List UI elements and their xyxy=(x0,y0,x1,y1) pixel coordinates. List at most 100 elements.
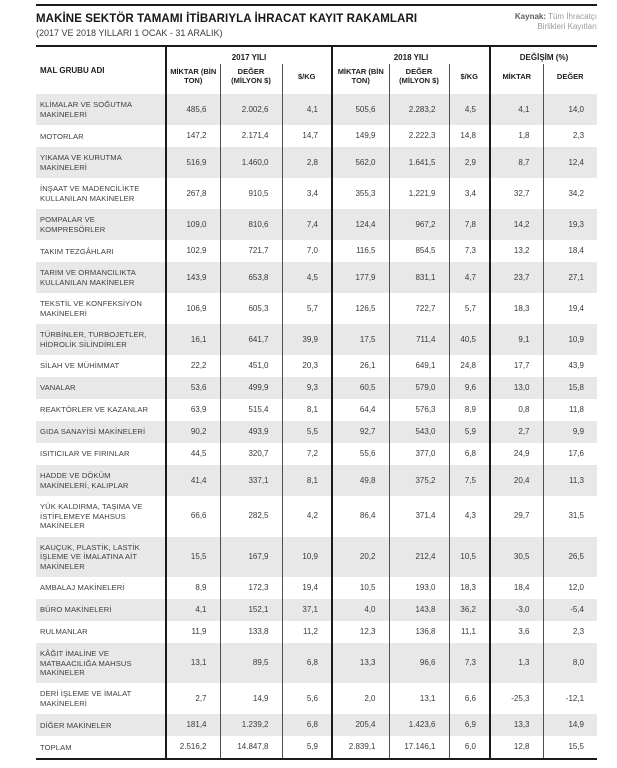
value-cell-2018-miktar: 116,5 xyxy=(331,240,389,263)
value-cell-2018-deger: 1.221,9 xyxy=(388,178,449,210)
column-header-2018-deger: DEĞER (MİLYON $) xyxy=(388,64,449,95)
value-cell-2018-miktar: 64,4 xyxy=(331,399,389,422)
value-cell-degisim-deger: 11,8 xyxy=(542,399,598,422)
row-label-cell: MOTORLAR xyxy=(40,131,84,141)
table-body: KLİMALAR VE SOĞUTMA MAKİNELERİ 485,6 2.0… xyxy=(36,94,598,760)
row-label-cell: HADDE VE DÖKÜM MAKİNELERİ, KALIPLAR xyxy=(40,471,129,490)
value-cell-2017-miktar: 15,5 xyxy=(165,536,220,578)
table-row: TAKIM TEZGÂHLARI 102,9 721,7 7,0 116,5 8… xyxy=(36,240,598,263)
value-cell-2018-miktar: 149,9 xyxy=(331,125,389,148)
table-row: HADDE VE DÖKÜM MAKİNELERİ, KALIPLAR 41,4… xyxy=(36,465,598,497)
value-cell-2017-dolar-kg: 6,8 xyxy=(281,714,332,737)
row-label-cell: TEKSTİL VE KONFEKSİYON MAKİNELERİ xyxy=(40,299,142,318)
value-cell-2018-miktar: 2.839,1 xyxy=(331,736,389,760)
table-row: RULMANLAR 11,9 133,8 11,2 12,3 136,8 11,… xyxy=(36,621,598,644)
value-cell-2017-deger: 810,6 xyxy=(219,209,282,241)
value-cell-2018-dolar-kg: 4,5 xyxy=(448,94,490,126)
table-row: REAKTÖRLER VE KAZANLAR 63,9 515,4 8,1 64… xyxy=(36,399,598,422)
value-cell-degisim-miktar: 23,7 xyxy=(489,262,543,294)
value-cell-degisim-miktar: 30,5 xyxy=(489,536,543,578)
table-head: MAL GRUBU ADI 2017 YILI 2018 YILI DEĞİŞİ… xyxy=(36,46,598,95)
value-cell-2017-deger: 133,8 xyxy=(219,621,282,644)
value-cell-2018-dolar-kg: 5,9 xyxy=(448,421,490,444)
value-cell-2018-miktar: 60,5 xyxy=(331,377,389,400)
value-cell-2018-dolar-kg: 24,8 xyxy=(448,355,490,378)
value-cell-2017-deger: 1.239,2 xyxy=(219,714,282,737)
value-cell-2017-deger: 2.171,4 xyxy=(219,125,282,148)
value-cell-degisim-deger: 19,4 xyxy=(542,293,598,325)
value-cell-2018-deger: 722,7 xyxy=(388,293,449,325)
value-cell-2018-miktar: 20,2 xyxy=(331,536,389,578)
value-cell-2017-dolar-kg: 5,7 xyxy=(281,293,332,325)
value-cell-degisim-deger: 14,0 xyxy=(542,94,598,126)
column-header-2018-dolar-kg: $/KG xyxy=(448,64,490,95)
value-cell-2017-miktar: 2,7 xyxy=(165,683,220,715)
value-cell-2018-miktar: 177,9 xyxy=(331,262,389,294)
value-cell-2017-deger: 499,9 xyxy=(219,377,282,400)
group-header-row: MAL GRUBU ADI 2017 YILI 2018 YILI DEĞİŞİ… xyxy=(36,46,598,95)
value-cell-2017-miktar: 267,8 xyxy=(165,178,220,210)
value-cell-degisim-miktar: 29,7 xyxy=(489,496,543,537)
value-cell-degisim-deger: -5,4 xyxy=(542,599,598,622)
value-cell-2017-miktar: 11,9 xyxy=(165,621,220,644)
value-cell-2018-deger: 711,4 xyxy=(388,324,449,356)
value-cell-degisim-miktar: 1,3 xyxy=(489,643,543,684)
value-cell-degisim-deger: 27,1 xyxy=(542,262,598,294)
value-cell-2018-deger: 543,0 xyxy=(388,421,449,444)
value-cell-degisim-miktar: 13,3 xyxy=(489,714,543,737)
value-cell-2018-deger: 96,6 xyxy=(388,643,449,684)
value-cell-2017-deger: 282,5 xyxy=(219,496,282,537)
value-cell-2017-deger: 89,5 xyxy=(219,643,282,684)
value-cell-2017-miktar: 8,9 xyxy=(165,577,220,600)
value-cell-2017-deger: 721,7 xyxy=(219,240,282,263)
value-cell-degisim-deger: 18,4 xyxy=(542,240,598,263)
row-label-cell: TARIM VE ORMANCILIKTA KULLANILAN MAKİNEL… xyxy=(40,268,136,287)
source-note: Kaynak: Tüm İhracatçı Birlikleri Kayıtla… xyxy=(485,12,597,33)
column-group-degisim: DEĞİŞİM (%) xyxy=(488,46,598,65)
row-label-cell: REAKTÖRLER VE KAZANLAR xyxy=(40,405,149,415)
value-cell-2017-miktar: 16,1 xyxy=(165,324,220,356)
row-label-cell: ISITICILAR VE FIRINLAR xyxy=(40,449,130,459)
row-label-cell: SİLAH VE MÜHİMMAT xyxy=(40,361,120,371)
row-label-cell: DİĞER MAKİNELER xyxy=(40,720,112,730)
value-cell-2017-deger: 14.847,8 xyxy=(219,736,282,760)
value-cell-2017-dolar-kg: 4,5 xyxy=(281,262,332,294)
value-cell-2017-dolar-kg: 20,3 xyxy=(281,355,332,378)
value-cell-degisim-deger: 19,3 xyxy=(542,209,598,241)
table-row: KÂĞIT İMALİNE VE MATBAACILIĞA MAHSUS MAK… xyxy=(36,643,598,684)
table-row: TÜRBİNLER, TURBOJETLER, HİDROLİK SİLİNDİ… xyxy=(36,324,598,356)
source-label: Kaynak: xyxy=(514,12,547,21)
value-cell-2017-deger: 172,3 xyxy=(219,577,282,600)
column-group-2018: 2018 YILI xyxy=(331,46,490,65)
column-header-2017-dolar-kg: $/KG xyxy=(281,64,332,95)
value-cell-2018-deger: 579,0 xyxy=(388,377,449,400)
value-cell-2018-dolar-kg: 10,5 xyxy=(448,536,490,578)
value-cell-2018-dolar-kg: 7,3 xyxy=(448,643,490,684)
value-cell-2017-miktar: 63,9 xyxy=(165,399,220,422)
column-header-2018-miktar: MİKTAR (BİN TON) xyxy=(331,64,389,95)
value-cell-degisim-deger: 15,5 xyxy=(542,736,598,760)
value-cell-2017-deger: 337,1 xyxy=(219,465,282,497)
column-header-2017-deger: DEĞER (MİLYON $) xyxy=(219,64,282,95)
column-header-mal-grubu-adi: MAL GRUBU ADI xyxy=(36,46,166,95)
title-block: MAKİNE SEKTÖR TAMAMI İTİBARIYLA İHRACAT … xyxy=(36,12,417,38)
column-group-2017: 2017 YILI xyxy=(165,46,332,65)
table-row: DERİ İŞLEME VE İMALAT MAKİNELERİ 2,7 14,… xyxy=(36,683,598,715)
value-cell-degisim-deger: 11,3 xyxy=(542,465,598,497)
value-cell-degisim-miktar: 0,8 xyxy=(489,399,543,422)
value-cell-2018-deger: 143,8 xyxy=(388,599,449,622)
value-cell-2017-miktar: 2.516,2 xyxy=(165,736,220,760)
value-cell-degisim-deger: 8,0 xyxy=(542,643,598,684)
value-cell-2018-miktar: 205,4 xyxy=(331,714,389,737)
column-header-2017-miktar: MİKTAR (BİN TON) xyxy=(165,64,220,95)
value-cell-2017-deger: 1.460,0 xyxy=(219,147,282,179)
value-cell-2017-deger: 641,7 xyxy=(219,324,282,356)
value-cell-degisim-miktar: 8,7 xyxy=(489,147,543,179)
value-cell-2018-miktar: 55,6 xyxy=(331,443,389,466)
source-text: Tüm İhracatçı Birlikleri Kayıtları xyxy=(537,12,597,32)
value-cell-degisim-miktar: 9,1 xyxy=(489,324,543,356)
value-cell-2017-dolar-kg: 2,8 xyxy=(281,147,332,179)
value-cell-2017-miktar: 44,5 xyxy=(165,443,220,466)
value-cell-2018-deger: 17.146,1 xyxy=(388,736,449,760)
